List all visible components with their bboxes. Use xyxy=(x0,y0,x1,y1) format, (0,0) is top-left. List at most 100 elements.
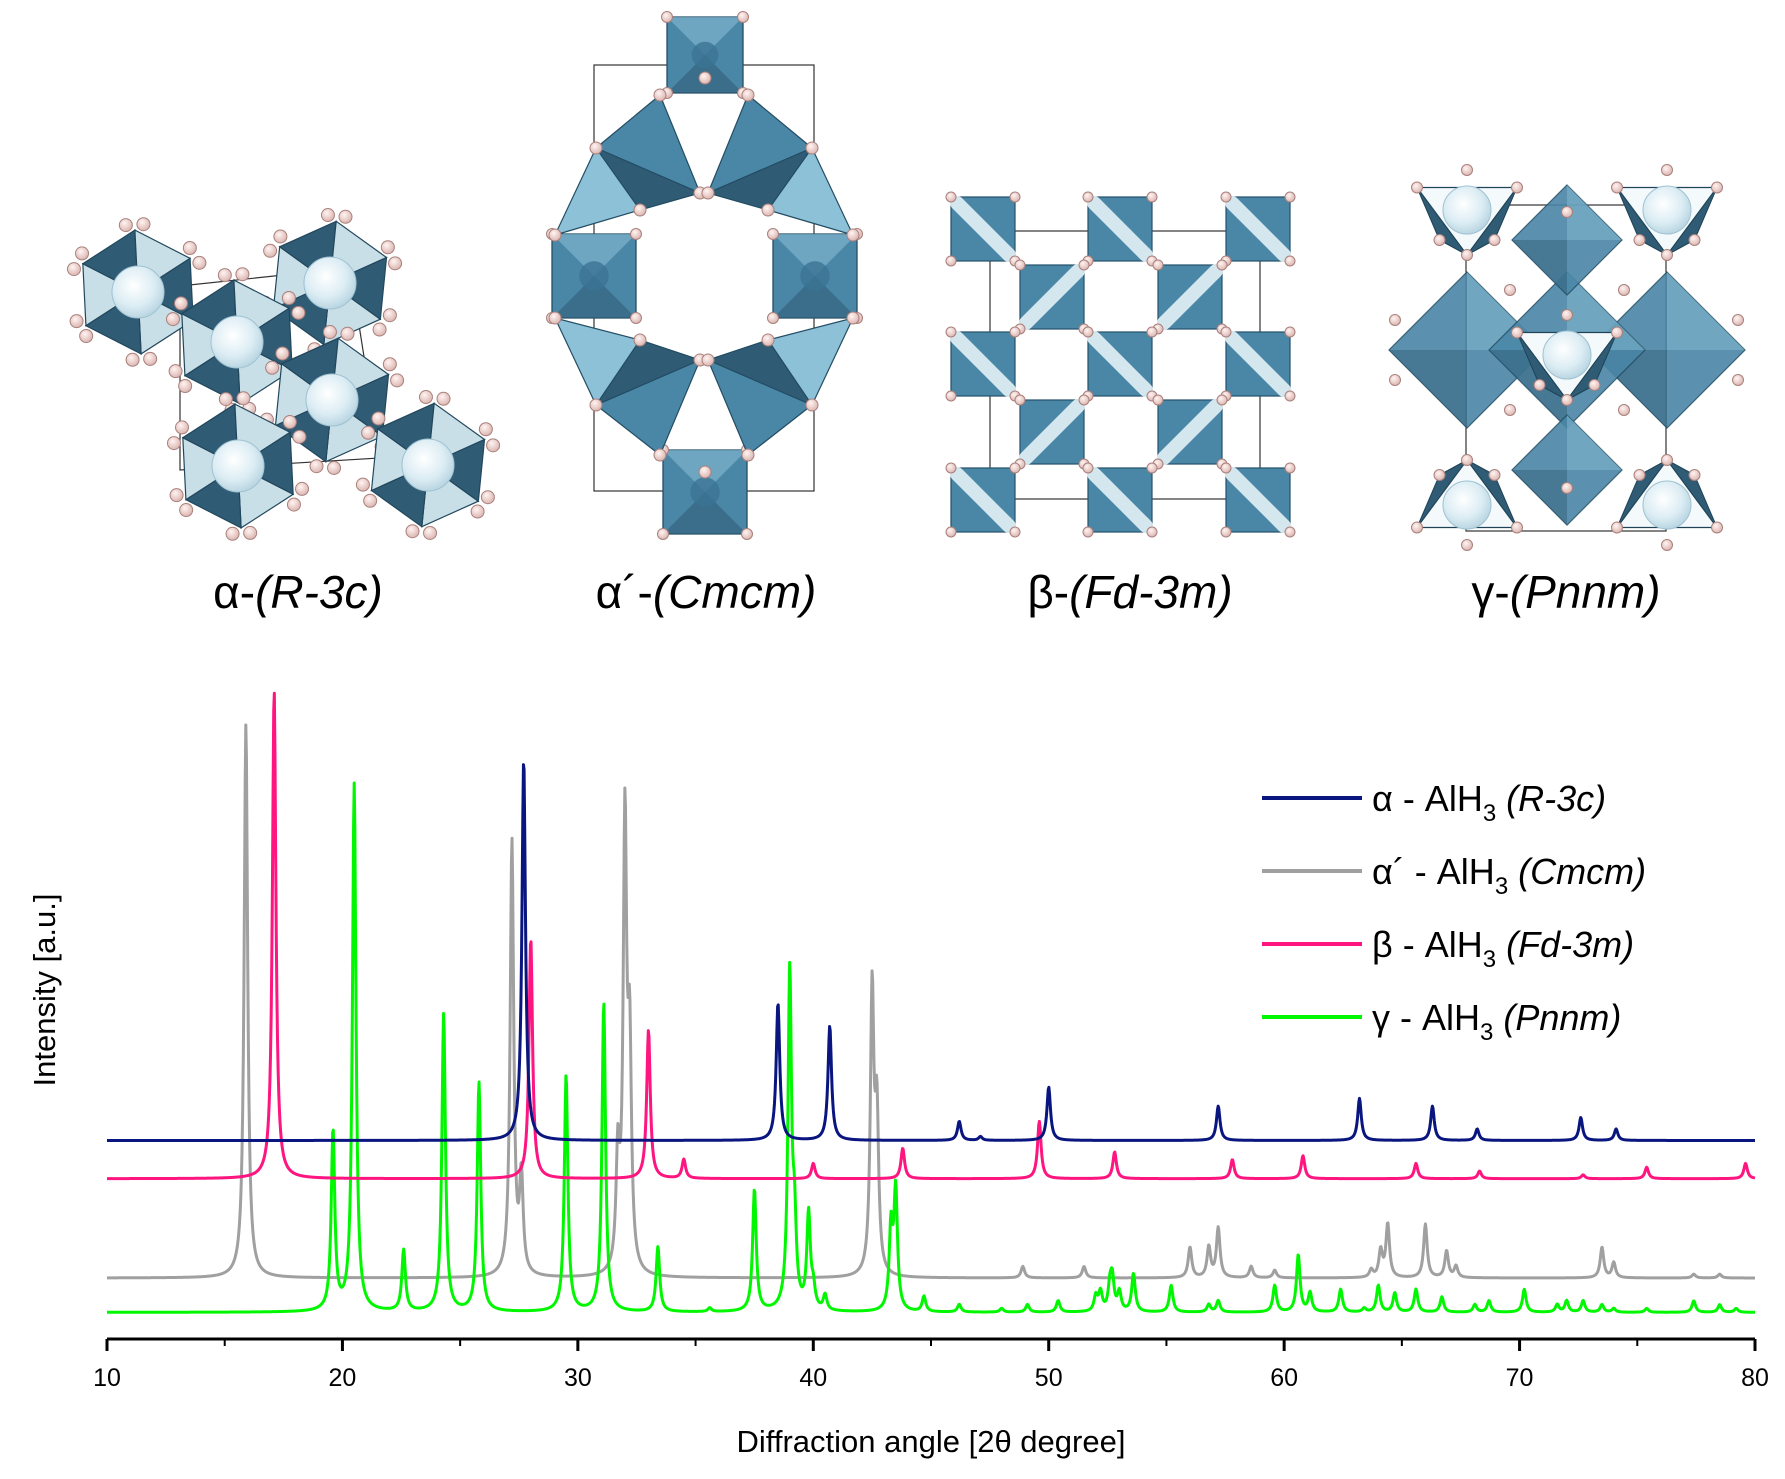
hydrogen-atom xyxy=(371,411,386,426)
octahedron-highlight xyxy=(1087,331,1153,397)
octahedron xyxy=(1220,462,1296,538)
series-line-3 xyxy=(106,691,1756,1181)
hydrogen-atom xyxy=(1389,314,1401,326)
hydrogen-atom xyxy=(79,328,94,343)
hydrogen-atom xyxy=(661,11,673,23)
hydrogen-atom xyxy=(69,314,84,329)
hydrogen-atom xyxy=(388,256,403,271)
octahedron-highlight xyxy=(1019,264,1085,330)
x-tick-label-50: 50 xyxy=(1035,1364,1063,1392)
y-axis-title: Intensity [a.u.] xyxy=(27,894,62,1087)
hydrogen-atom xyxy=(657,528,669,540)
hydrogen-atom xyxy=(478,422,493,437)
x-tick-label-40: 40 xyxy=(799,1364,827,1392)
hydrogen-atom xyxy=(1082,191,1094,203)
beta-greek: β- xyxy=(1027,566,1069,618)
octahedron-highlight xyxy=(1087,196,1153,262)
hydrogen-atom xyxy=(168,364,183,379)
hydrogen-atom xyxy=(1014,259,1026,271)
octahedron-body xyxy=(1511,414,1623,526)
hydrogen-atom xyxy=(1732,374,1744,386)
hydrogen-atom xyxy=(633,203,647,217)
hydrogen-atom xyxy=(945,326,957,338)
aluminum-atom xyxy=(1442,480,1492,530)
hydrogen-atom xyxy=(423,525,438,540)
hydrogen-atom xyxy=(741,448,755,462)
octahedron-face xyxy=(773,234,857,276)
hydrogen-atom xyxy=(380,240,395,255)
gamma-phase-label: γ-(Pnnm) xyxy=(1471,566,1660,618)
hydrogen-atom xyxy=(265,360,280,375)
hydrogen-atom xyxy=(1711,521,1723,534)
hydrogen-atom xyxy=(1078,394,1090,406)
octahedron-face xyxy=(663,492,747,534)
octahedron-face xyxy=(328,256,388,321)
hydrogen-atom xyxy=(1661,454,1673,466)
octahedron-face xyxy=(767,317,855,407)
hydrogen-atom xyxy=(1009,326,1021,338)
hydrogen-atom xyxy=(179,502,194,517)
octahedron-face xyxy=(1512,240,1567,295)
octahedron-cluster xyxy=(1611,454,1723,551)
octahedron-face xyxy=(1566,332,1618,401)
xrd-plot: 10 20 30 40 50 60 70 80 Diffraction angle [2θ d… xyxy=(27,691,1769,1459)
hydrogen-atom xyxy=(1633,234,1646,246)
octahedron xyxy=(1511,414,1623,526)
aluminum-atom xyxy=(401,438,455,492)
hydrogen-atom xyxy=(846,311,860,325)
hydrogen-atom xyxy=(1488,234,1501,246)
hydrogen-atom xyxy=(1284,255,1296,267)
hydrogen-atom xyxy=(327,460,342,475)
hydrogen-atom xyxy=(653,448,667,462)
beta-space-group: (Fd-3m) xyxy=(1069,566,1233,618)
hydrogen-atom xyxy=(372,322,387,337)
aluminum-atom xyxy=(691,41,719,69)
hydrogen-atom xyxy=(480,490,495,505)
hydrogen-atom xyxy=(320,208,335,223)
hydrogen-atom xyxy=(1561,394,1573,406)
hydrogen-atom xyxy=(1618,404,1630,416)
gamma-crystal-structure xyxy=(1388,164,1746,551)
legend-subscript: 3 xyxy=(1495,873,1508,900)
hydrogen-atom xyxy=(1082,326,1094,338)
gamma-space-group: (Pnnm) xyxy=(1510,566,1661,618)
octahedron-face xyxy=(1512,470,1567,525)
hydrogen-atom xyxy=(178,378,193,393)
octahedron-face xyxy=(1616,187,1668,256)
legend-label-3: β - AlH3 (Fd-3m) xyxy=(1372,924,1634,973)
octahedron xyxy=(1220,191,1296,267)
hydrogen-atom xyxy=(1220,326,1232,338)
hydrogen-atom xyxy=(1220,191,1232,203)
octahedron-face xyxy=(767,146,855,236)
octahedron-highlight xyxy=(1087,467,1153,533)
hydrogen-atom xyxy=(486,438,501,453)
hydrogen-atom xyxy=(1082,526,1094,538)
legend-space-group: (R-3c) xyxy=(1496,778,1606,819)
octahedron-highlight xyxy=(950,467,1016,533)
hydrogen-atom xyxy=(701,186,715,200)
hydrogen-atom xyxy=(136,217,151,232)
hydrogen-atom xyxy=(1220,526,1232,538)
aluminum-atom xyxy=(1442,185,1492,235)
aluminum-atom xyxy=(1642,185,1692,235)
hydrogen-atom xyxy=(143,351,158,366)
alpha-prime-crystal-structure xyxy=(546,11,863,540)
hydrogen-atom xyxy=(1461,539,1473,551)
hydrogen-atom xyxy=(291,305,306,320)
hydrogen-atom xyxy=(1461,249,1473,261)
series-2 xyxy=(106,723,1756,1280)
beta-crystal-structure xyxy=(945,191,1296,538)
x-tick-label-70: 70 xyxy=(1506,1364,1534,1392)
hydrogen-atom xyxy=(1284,462,1296,474)
hydrogen-atom xyxy=(805,141,819,155)
octahedron xyxy=(1014,394,1090,470)
octahedron-face xyxy=(1567,185,1622,240)
legend-space-group: (Pnnm) xyxy=(1493,997,1621,1038)
octahedron xyxy=(945,462,1021,538)
legend-subscript: 3 xyxy=(1483,946,1496,973)
hydrogen-atom xyxy=(1009,526,1021,538)
octahedron xyxy=(1082,326,1158,402)
alpha-prime-greek: α´- xyxy=(596,566,653,618)
hydrogen-atom xyxy=(1611,326,1623,339)
hydrogen-atom xyxy=(1611,521,1623,534)
